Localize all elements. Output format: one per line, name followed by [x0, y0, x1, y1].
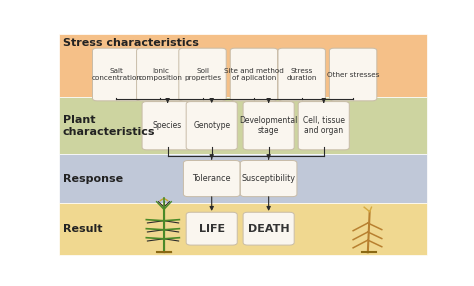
- Text: Site and method
of aplication: Site and method of aplication: [224, 68, 284, 81]
- Text: Cell, tissue
and organ: Cell, tissue and organ: [303, 116, 345, 135]
- Text: Susceptibility: Susceptibility: [242, 174, 296, 183]
- FancyBboxPatch shape: [278, 48, 325, 101]
- Text: Soil
properties: Soil properties: [184, 68, 221, 81]
- FancyBboxPatch shape: [183, 160, 240, 196]
- Text: LIFE: LIFE: [199, 224, 225, 234]
- FancyBboxPatch shape: [59, 97, 427, 154]
- FancyBboxPatch shape: [59, 203, 427, 255]
- FancyBboxPatch shape: [186, 212, 237, 245]
- Text: Result: Result: [63, 224, 102, 234]
- FancyBboxPatch shape: [186, 102, 237, 150]
- Text: Response: Response: [63, 174, 123, 184]
- Text: Stress characteristics: Stress characteristics: [63, 38, 199, 48]
- FancyBboxPatch shape: [59, 34, 427, 97]
- FancyBboxPatch shape: [240, 160, 297, 196]
- Text: Genotype: Genotype: [193, 121, 230, 130]
- FancyBboxPatch shape: [298, 102, 349, 150]
- Text: Ionic
composition: Ionic composition: [138, 68, 182, 81]
- Text: DEATH: DEATH: [248, 224, 290, 234]
- FancyBboxPatch shape: [142, 102, 193, 150]
- FancyBboxPatch shape: [243, 102, 294, 150]
- Text: Plant
characteristics: Plant characteristics: [63, 115, 155, 136]
- FancyBboxPatch shape: [329, 48, 377, 101]
- FancyBboxPatch shape: [230, 48, 278, 101]
- FancyBboxPatch shape: [179, 48, 226, 101]
- Text: Salt
concentration: Salt concentration: [91, 68, 141, 81]
- Text: Species: Species: [153, 121, 182, 130]
- FancyBboxPatch shape: [243, 212, 294, 245]
- FancyBboxPatch shape: [59, 154, 427, 203]
- Text: Other stresses: Other stresses: [327, 72, 379, 78]
- FancyBboxPatch shape: [137, 48, 184, 101]
- Text: Stress
duration: Stress duration: [286, 68, 317, 81]
- Text: Tolerance: Tolerance: [192, 174, 231, 183]
- FancyBboxPatch shape: [92, 48, 140, 101]
- Text: Developmental
stage: Developmental stage: [239, 116, 298, 135]
